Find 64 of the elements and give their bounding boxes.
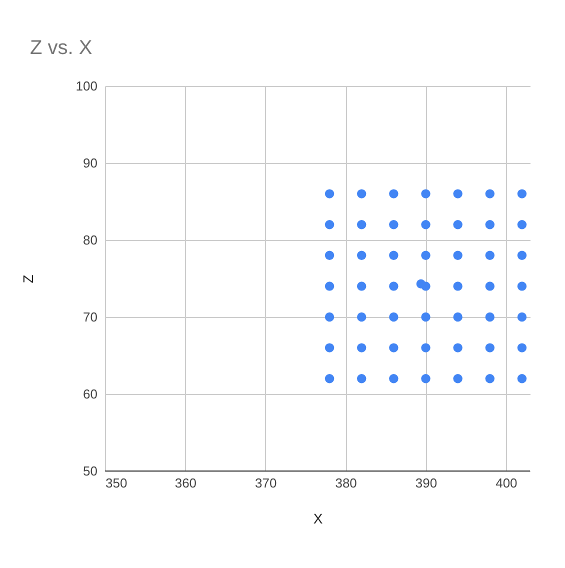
point bbox=[356, 250, 366, 260]
point bbox=[517, 374, 527, 384]
point bbox=[485, 282, 495, 291]
point bbox=[356, 282, 366, 291]
point bbox=[421, 312, 430, 322]
x-tick-label: 390 bbox=[415, 476, 438, 490]
x-tick-label: 400 bbox=[496, 476, 518, 490]
point bbox=[356, 343, 366, 352]
point bbox=[421, 343, 430, 352]
point bbox=[324, 250, 334, 260]
point bbox=[421, 189, 430, 198]
point bbox=[324, 220, 334, 230]
x-tick-label: 350 bbox=[106, 476, 128, 490]
point bbox=[324, 343, 334, 352]
point bbox=[453, 250, 462, 260]
point bbox=[389, 343, 398, 352]
point bbox=[421, 374, 430, 384]
point bbox=[485, 374, 495, 384]
point bbox=[453, 343, 462, 352]
y-tick-label: 90 bbox=[83, 156, 98, 170]
point bbox=[324, 374, 334, 384]
point bbox=[453, 312, 462, 322]
chart-title: Z vs. X bbox=[30, 37, 92, 59]
point bbox=[453, 220, 462, 230]
point bbox=[356, 220, 366, 230]
x-tick-label: 360 bbox=[174, 476, 197, 490]
point bbox=[485, 220, 495, 230]
point bbox=[453, 374, 462, 384]
point bbox=[389, 220, 398, 230]
point bbox=[453, 282, 462, 291]
point bbox=[389, 250, 398, 260]
x-tick-label: 370 bbox=[255, 476, 277, 490]
point bbox=[517, 312, 527, 322]
point bbox=[389, 282, 398, 291]
point bbox=[517, 343, 527, 352]
y-tick-label: 50 bbox=[83, 464, 98, 478]
point bbox=[421, 220, 430, 230]
point bbox=[517, 282, 527, 291]
point bbox=[517, 189, 527, 198]
point bbox=[485, 189, 495, 198]
y-tick-label: 60 bbox=[83, 386, 98, 402]
point bbox=[356, 374, 366, 384]
point bbox=[485, 250, 495, 260]
y-tick-label: 100 bbox=[76, 78, 98, 94]
point bbox=[517, 250, 527, 260]
point bbox=[416, 279, 426, 288]
point bbox=[324, 189, 334, 198]
point bbox=[421, 250, 430, 260]
point bbox=[389, 312, 398, 322]
point bbox=[517, 220, 527, 230]
x-tick-label: 380 bbox=[335, 476, 357, 490]
x-axis-title: X bbox=[313, 510, 324, 526]
point bbox=[485, 312, 495, 322]
point bbox=[389, 374, 398, 384]
point bbox=[453, 189, 462, 198]
point bbox=[356, 312, 366, 322]
point bbox=[324, 282, 334, 291]
y-tick-label: 70 bbox=[83, 310, 98, 324]
point bbox=[389, 189, 398, 198]
y-axis-title: Z bbox=[20, 274, 36, 284]
point bbox=[324, 312, 334, 322]
y-tick-label: 80 bbox=[83, 232, 98, 248]
point bbox=[485, 343, 495, 352]
point bbox=[356, 189, 366, 198]
